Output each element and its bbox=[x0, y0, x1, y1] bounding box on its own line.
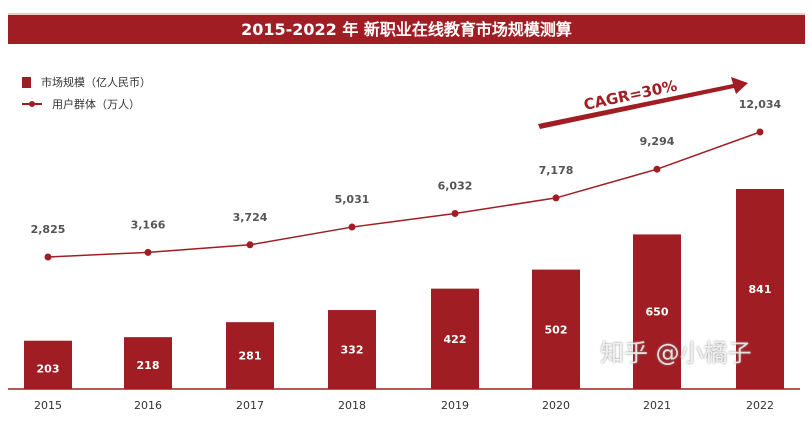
bar-value-label: 841 bbox=[749, 283, 772, 296]
line-value-label: 5,031 bbox=[335, 193, 370, 206]
legend-label: 用户群体（万人） bbox=[52, 98, 140, 111]
line-value-label: 6,032 bbox=[438, 179, 473, 192]
chart-title: 2015-2022 年 新职业在线教育市场规模测算 bbox=[8, 13, 805, 44]
bar-swatch bbox=[22, 76, 31, 88]
x-tick-label: 2017 bbox=[236, 399, 264, 412]
x-tick-label: 2016 bbox=[134, 399, 162, 412]
legend-item-market: 市场规模（亿人民币） bbox=[22, 74, 151, 90]
bar-value-label: 650 bbox=[646, 306, 669, 319]
x-tick-label: 2015 bbox=[34, 399, 62, 412]
bar bbox=[736, 189, 784, 389]
cagr-arrow bbox=[538, 77, 748, 129]
bar bbox=[226, 322, 274, 389]
line-value-label: 9,294 bbox=[640, 135, 675, 148]
bar bbox=[431, 288, 479, 389]
line-value-label: 3,724 bbox=[233, 211, 268, 224]
bar bbox=[633, 234, 681, 389]
x-tick-label: 2022 bbox=[746, 399, 774, 412]
line-value-label: 12,034 bbox=[739, 98, 782, 111]
line-value-label: 3,166 bbox=[131, 218, 166, 231]
bar bbox=[532, 269, 580, 389]
legend-item-users: 用户群体（万人） bbox=[22, 96, 140, 112]
line-swatch bbox=[22, 101, 42, 107]
watermark: 知乎 @小橘子 bbox=[600, 339, 752, 367]
bar-value-label: 422 bbox=[444, 333, 467, 346]
bar bbox=[328, 310, 376, 389]
line-point bbox=[44, 253, 52, 261]
x-tick-label: 2019 bbox=[441, 399, 469, 412]
bar bbox=[124, 337, 172, 389]
bar-value-label: 203 bbox=[37, 363, 60, 376]
line-point bbox=[451, 209, 459, 217]
user-line bbox=[47, 131, 761, 258]
bar-value-label: 281 bbox=[239, 350, 262, 363]
x-tick-label: 2021 bbox=[643, 399, 671, 412]
legend-label: 市场规模（亿人民币） bbox=[41, 76, 151, 89]
line-point bbox=[246, 241, 254, 249]
line-value-label: 2,825 bbox=[31, 223, 66, 236]
bar bbox=[24, 340, 72, 389]
line-value-label: 7,178 bbox=[539, 164, 574, 177]
bar-value-label: 332 bbox=[341, 344, 364, 357]
line-point bbox=[348, 223, 356, 231]
line-point bbox=[144, 248, 152, 256]
line-point bbox=[552, 194, 560, 202]
line-point bbox=[653, 165, 661, 173]
line-point bbox=[756, 128, 764, 136]
x-tick-label: 2018 bbox=[338, 399, 366, 412]
bar-value-label: 218 bbox=[137, 359, 160, 372]
bar-value-label: 502 bbox=[545, 323, 568, 336]
x-tick-label: 2020 bbox=[542, 399, 570, 412]
